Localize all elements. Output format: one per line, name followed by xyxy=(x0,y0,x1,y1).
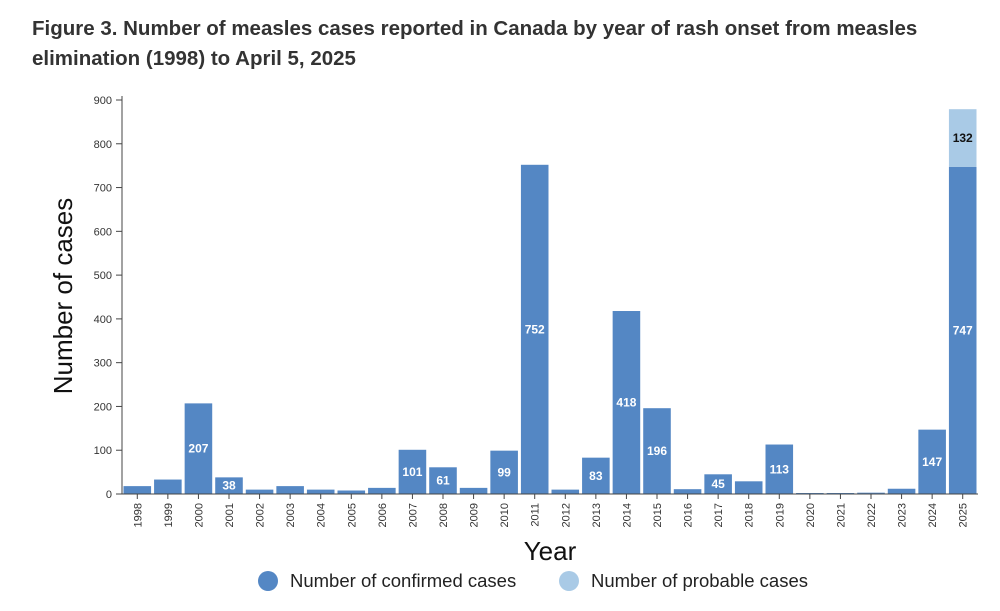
bar-label-confirmed-2011: 752 xyxy=(525,322,545,336)
bar-confirmed-2019 xyxy=(765,444,794,494)
x-tick-label: 2022 xyxy=(866,503,878,527)
bar-label-confirmed-2008: 61 xyxy=(436,474,450,488)
x-tick-label: 2015 xyxy=(652,503,664,527)
bar-confirmed-2000 xyxy=(184,403,213,494)
bar-confirmed-2003 xyxy=(276,486,304,494)
bar-confirmed-2017 xyxy=(704,474,732,494)
y-tick-label: 100 xyxy=(94,445,112,457)
x-tick-label: 2004 xyxy=(316,503,328,527)
legend: Number of confirmed cases Number of prob… xyxy=(0,570,1000,600)
figure-title: Figure 3. Number of measles cases report… xyxy=(32,17,918,70)
x-tick-label: 2001 xyxy=(224,503,236,527)
bar-confirmed-2002 xyxy=(245,489,274,494)
x-tick-label: 1999 xyxy=(163,503,175,527)
x-tick-label: 2003 xyxy=(285,503,297,527)
x-tick-label: 2018 xyxy=(744,503,756,527)
x-tick-label: 2007 xyxy=(407,503,419,527)
x-axis-title: Year xyxy=(524,536,577,566)
x-tick-label: 2024 xyxy=(927,503,939,527)
bar-confirmed-1999 xyxy=(154,479,182,494)
x-tick-label: 2016 xyxy=(683,503,695,527)
x-tick-label: 2025 xyxy=(958,503,970,527)
bar-label-confirmed-2010: 99 xyxy=(497,465,511,479)
bar-confirmed-2005 xyxy=(337,490,366,494)
bar-label-confirmed-2015: 196 xyxy=(647,444,667,458)
x-tick-label: 2017 xyxy=(713,503,725,527)
bar-confirmed-2009 xyxy=(459,487,488,494)
bar-confirmed-2024 xyxy=(918,429,946,494)
x-tick-label: 2019 xyxy=(774,503,786,527)
y-tick-label: 800 xyxy=(94,139,112,151)
x-tick-label: 2006 xyxy=(377,503,389,527)
bar-label-confirmed-2024: 147 xyxy=(922,455,942,469)
bar-label-confirmed-2007: 101 xyxy=(402,465,422,479)
bar-confirmed-2008 xyxy=(429,467,457,494)
y-tick-label: 700 xyxy=(94,183,112,195)
x-tick-label: 2014 xyxy=(621,503,633,527)
x-tick-label: 2011 xyxy=(530,503,542,527)
bar-confirmed-2001 xyxy=(215,477,243,494)
bar-confirmed-2016 xyxy=(673,489,702,494)
y-axis: 0 100 200 300 400 500 600 700 800 900 xyxy=(94,95,123,501)
legend-swatch-confirmed xyxy=(258,571,278,591)
bar-confirmed-2006 xyxy=(368,487,396,494)
bar-confirmed-2018 xyxy=(734,481,763,494)
y-tick-label: 900 xyxy=(94,95,112,107)
x-tick-label: 2013 xyxy=(591,503,603,527)
y-tick-label: 600 xyxy=(94,226,112,238)
legend-swatch-probable xyxy=(559,571,579,591)
bar-confirmed-2015 xyxy=(643,408,671,494)
bar-label-confirmed-2013: 83 xyxy=(589,469,603,483)
bar-confirmed-2014 xyxy=(612,311,641,494)
legend-item-confirmed: Number of confirmed cases xyxy=(258,570,516,592)
y-axis-title: Number of cases xyxy=(48,198,78,395)
x-tick-label: 2020 xyxy=(805,503,817,527)
bar-probable-2025 xyxy=(948,109,977,167)
bar-confirmed-2011 xyxy=(520,164,549,494)
y-tick-label: 300 xyxy=(94,358,112,370)
legend-item-probable: Number of probable cases xyxy=(559,570,808,592)
bar-confirmed-2022 xyxy=(857,492,885,494)
y-tick-label: 0 xyxy=(106,489,112,501)
x-tick-label: 2000 xyxy=(193,503,205,527)
bar-label-confirmed-2025: 747 xyxy=(953,323,973,337)
bar-confirmed-1998 xyxy=(123,486,152,494)
bar-confirmed-2010 xyxy=(490,450,518,494)
bar-label-confirmed-2019: 113 xyxy=(770,462,790,476)
x-tick-label: 2005 xyxy=(346,503,358,527)
bar-confirmed-2025 xyxy=(948,166,977,495)
x-tick-label: 2009 xyxy=(469,503,481,527)
bar-label-confirmed-2001: 38 xyxy=(222,479,236,493)
x-tick-label: 2010 xyxy=(499,503,511,527)
y-tick-label: 400 xyxy=(94,314,112,326)
bar-label-confirmed-2000: 207 xyxy=(188,442,208,456)
x-tick-label: 2012 xyxy=(560,503,572,527)
y-tick-label: 200 xyxy=(94,401,112,413)
x-axis: 1998 1999 2000 2001 2002 2003 2004 2005 2006 2007… xyxy=(122,493,978,527)
bar-confirmed-2012 xyxy=(551,489,580,494)
legend-label-confirmed: Number of confirmed cases xyxy=(290,570,517,591)
bar-confirmed-2004 xyxy=(306,489,335,494)
bar-confirmed-2013 xyxy=(582,457,610,494)
x-tick-label: 2023 xyxy=(897,503,909,527)
bar-label-confirmed-2014: 418 xyxy=(616,396,636,410)
bar-label-confirmed-2017: 45 xyxy=(711,477,725,491)
legend-label-probable: Number of probable cases xyxy=(591,570,808,591)
x-tick-label: 2002 xyxy=(255,503,267,527)
bar-label-probable-2025: 132 xyxy=(953,131,973,145)
y-tick-label: 500 xyxy=(94,270,112,282)
bar-confirmed-2007 xyxy=(398,449,427,494)
bar-confirmed-2023 xyxy=(887,488,916,494)
x-tick-label: 1998 xyxy=(132,503,144,527)
x-tick-label: 2021 xyxy=(835,503,847,527)
x-tick-label: 2008 xyxy=(438,503,450,527)
bars: 207 38 101 61 99 752 83 418 196 45 113 147 747 132 xyxy=(123,109,977,495)
